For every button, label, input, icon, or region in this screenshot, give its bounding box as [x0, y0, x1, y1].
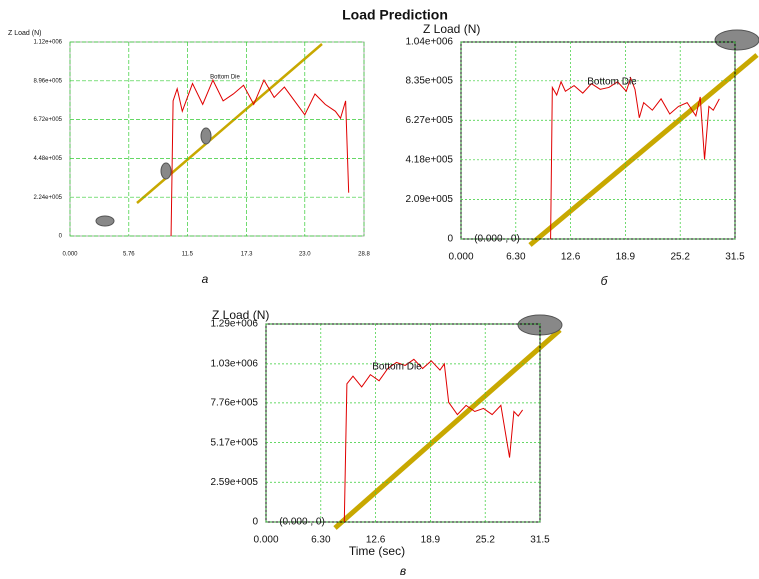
y-tick-label: 0	[447, 234, 453, 245]
x-tick-label: 17.3	[241, 252, 253, 258]
y-axis-label: Z Load (N)	[423, 22, 480, 36]
annotation: Bottom Die	[587, 77, 637, 88]
figure: Load Prediction 0 2.24e+005 4.48e+005 6.72e…	[0, 0, 759, 579]
annotation: Bottom Die	[372, 362, 422, 373]
x-tick-label: 18.9	[616, 252, 636, 263]
x-tick-label: 25.2	[670, 252, 690, 263]
y-tick-label: 5.17e+005	[210, 437, 258, 448]
y-axis-label: Z Load (N)	[8, 30, 41, 37]
y-tick-label: 6.72e+005	[33, 117, 62, 123]
y-axis-label: Z Load (N)	[212, 308, 269, 322]
y-tick-label: 6.27e+005	[405, 115, 453, 126]
x-tick-label: 23.0	[299, 252, 311, 258]
page: {"title": "Load Prediction", "chart_data…	[0, 0, 759, 579]
caption: в	[400, 564, 406, 578]
x-tick-label: 6.30	[311, 535, 331, 546]
x-tick-label: 11.5	[182, 252, 194, 258]
y-tick-label: 8.35e+005	[405, 75, 453, 86]
x-tick-label: 5.76	[123, 252, 135, 258]
x-tick-label: 31.5	[530, 535, 550, 546]
x-tick-label: 6.30	[506, 252, 526, 263]
x-tick-label: 28.8	[358, 252, 370, 258]
y-tick-label: 2.09e+005	[405, 194, 453, 205]
annotation: (0.000 , 0)	[279, 517, 325, 528]
y-tick-label: 0	[59, 234, 63, 240]
y-tick-label: 2.24e+005	[33, 195, 62, 201]
x-tick-label: 0.000	[253, 535, 278, 546]
caption: б	[601, 274, 609, 288]
x-tick-label: 31.5	[725, 252, 745, 263]
x-tick-label: 0.000	[62, 252, 78, 258]
y-tick-label: 1.03e+006	[210, 359, 258, 370]
y-tick-label: 1.12e+006	[33, 40, 62, 46]
plot-frame	[461, 42, 735, 239]
plot-frame	[70, 42, 364, 236]
plot-frame	[266, 324, 540, 522]
x-axis-label: Time (sec)	[349, 544, 405, 558]
caption: a	[202, 272, 209, 286]
y-tick-label: 0	[252, 517, 258, 528]
y-tick-label: 7.76e+005	[210, 398, 258, 409]
annotation: Bottom Die	[210, 75, 240, 81]
x-tick-label: 0.000	[448, 252, 473, 263]
y-tick-label: 4.18e+005	[405, 154, 453, 165]
y-tick-label: 1.04e+006	[405, 37, 453, 48]
x-tick-label: 12.6	[561, 252, 581, 263]
y-tick-label: 2.59e+005	[210, 477, 258, 488]
x-tick-label: 18.9	[421, 535, 441, 546]
annotation: (0.000 , 0)	[474, 234, 520, 245]
y-tick-label: 4.48e+005	[33, 156, 62, 162]
x-tick-label: 25.2	[475, 535, 495, 546]
figure-title: Load Prediction	[342, 7, 448, 23]
y-tick-label: 8.96e+005	[33, 78, 62, 84]
